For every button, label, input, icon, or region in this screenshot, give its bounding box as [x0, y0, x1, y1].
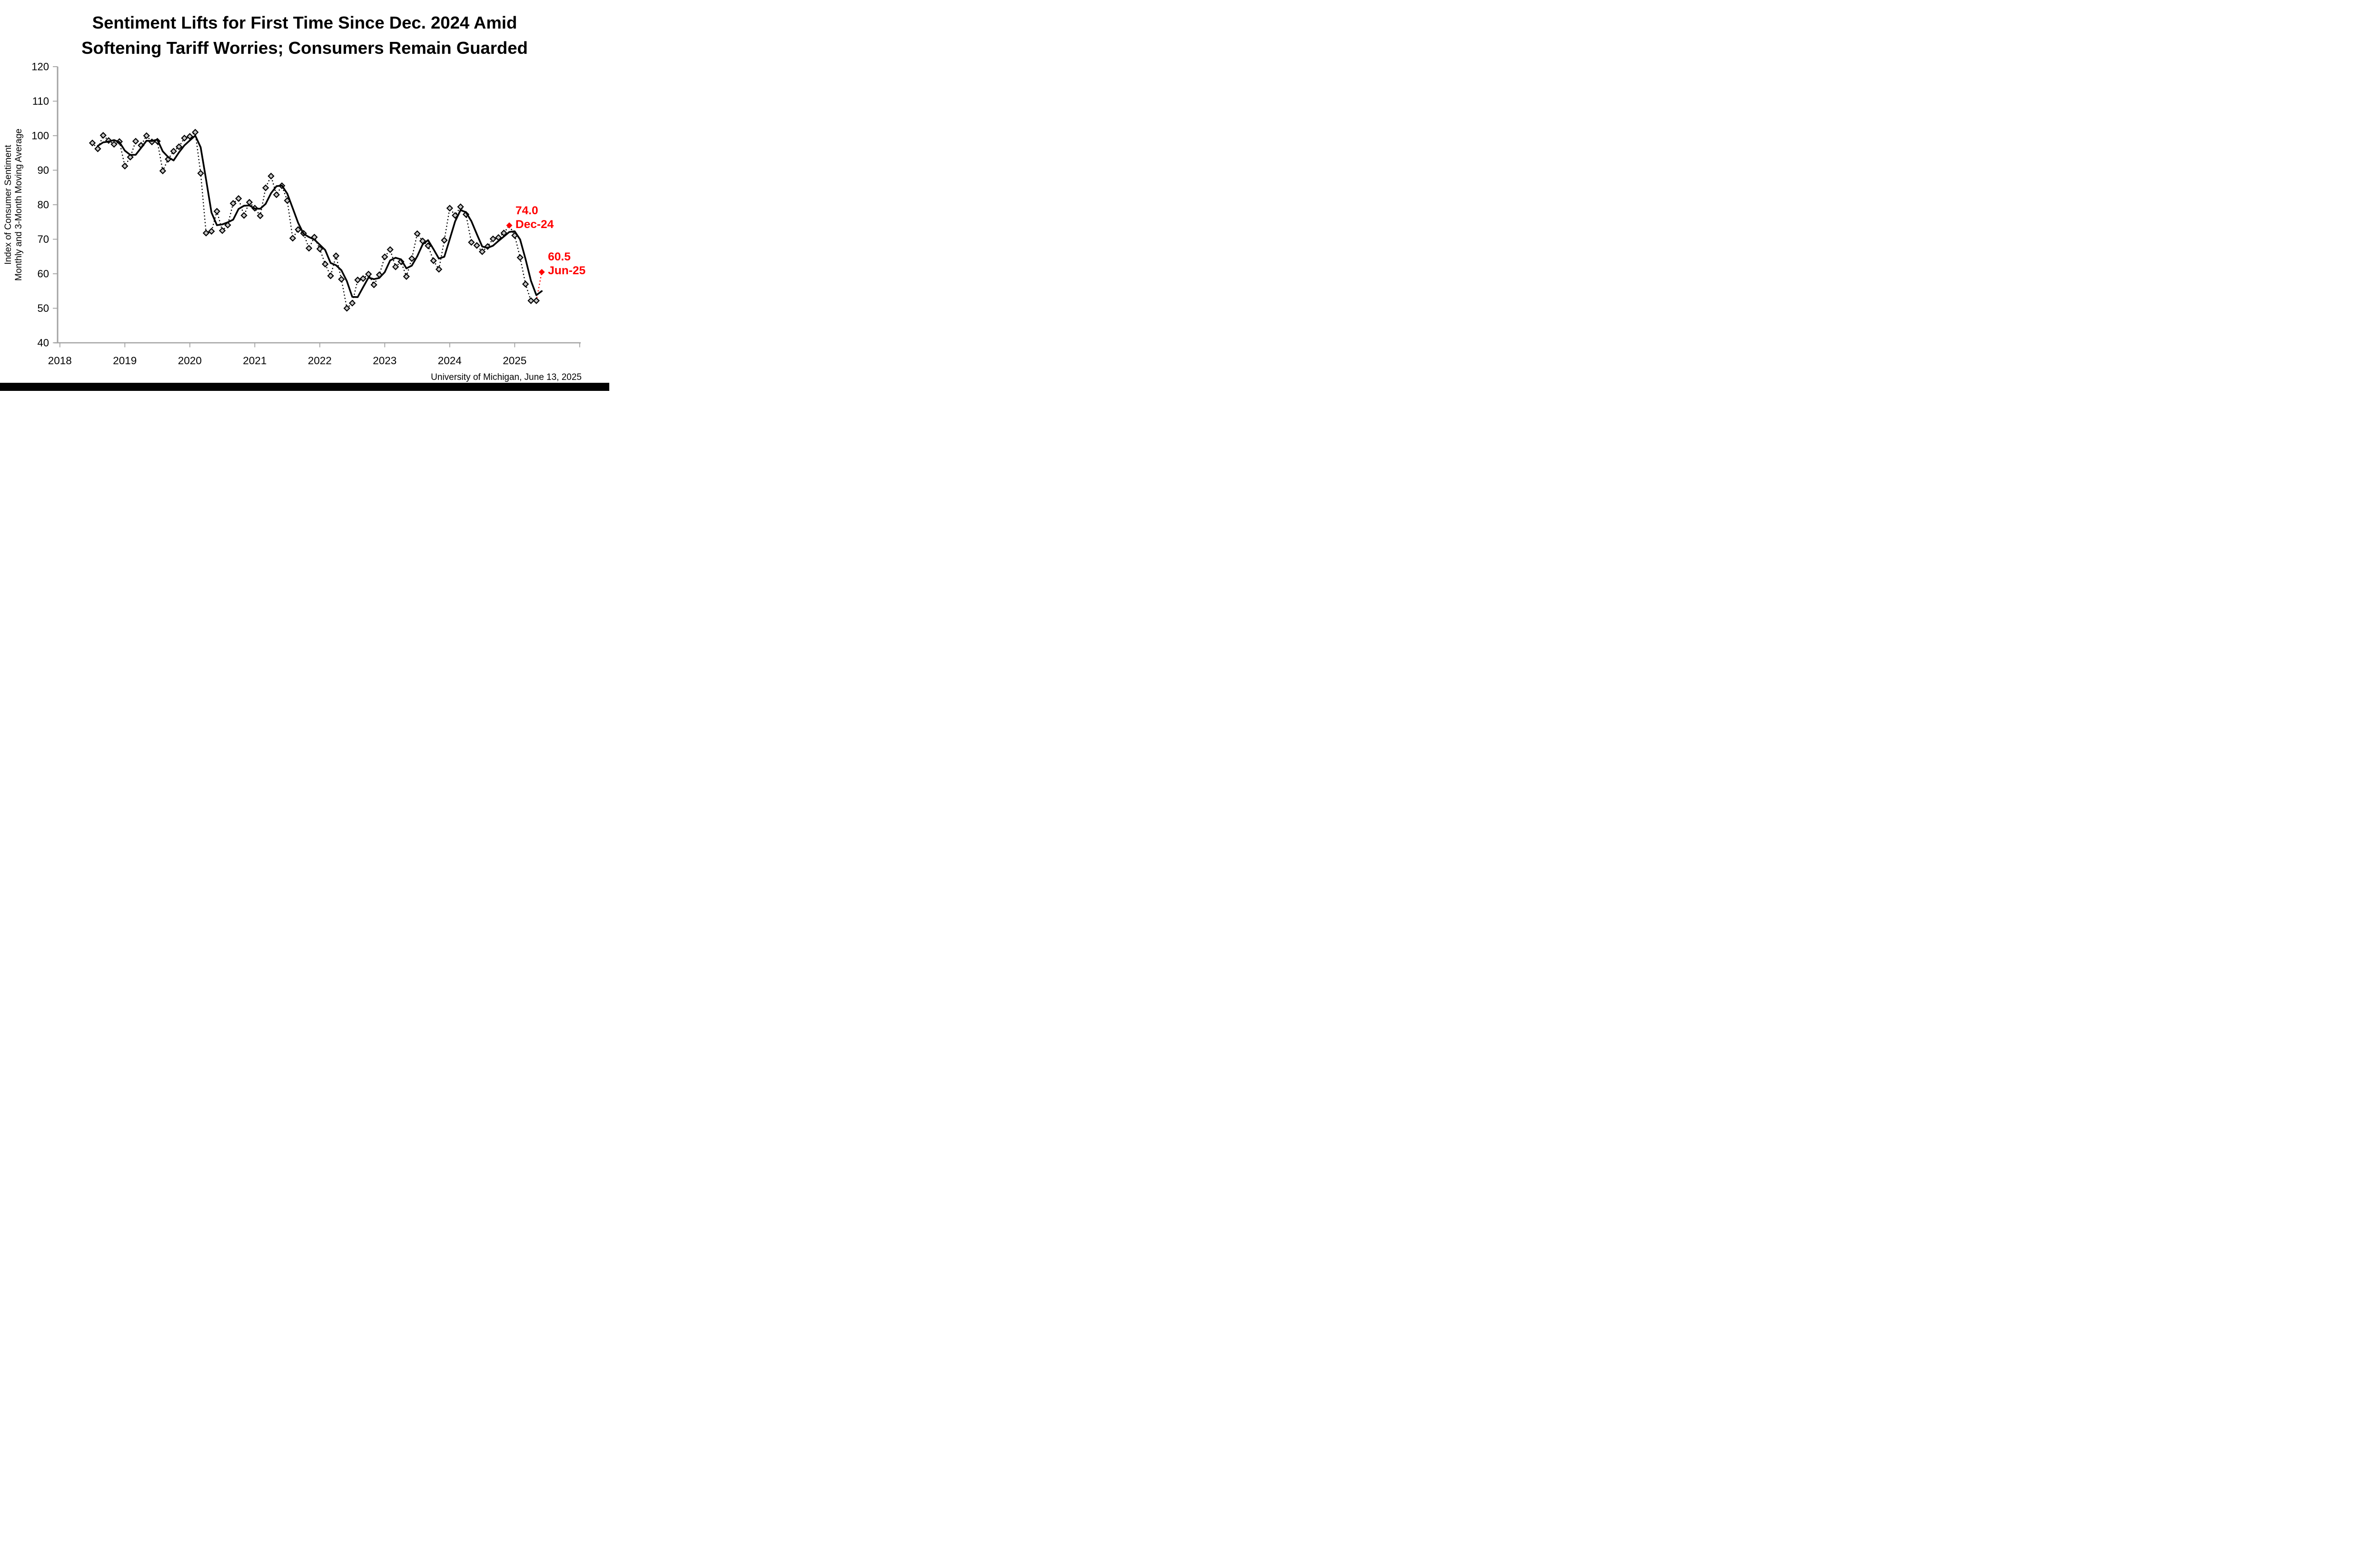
data-point-marker: [127, 153, 134, 161]
data-point-marker: [218, 227, 226, 234]
y-tick-label-80: 80: [38, 199, 49, 211]
data-point-marker: [441, 237, 448, 244]
highlighted-data-point-marker-2024-12: [506, 222, 513, 229]
data-point-marker: [89, 139, 96, 147]
data-point-marker: [99, 132, 107, 139]
data-point-marker: [262, 184, 269, 191]
data-point-marker: [338, 276, 345, 283]
y-tick-label-50: 50: [38, 302, 49, 314]
data-point-marker: [478, 248, 486, 255]
y-tick-label-100: 100: [31, 130, 49, 142]
x-tick-label-2020: 2020: [178, 355, 202, 367]
x-tick-label-2022: 2022: [308, 355, 332, 367]
data-point-marker: [268, 172, 275, 179]
data-point-marker: [143, 132, 150, 139]
y-tick-label-40: 40: [38, 337, 49, 349]
data-point-marker: [257, 212, 264, 219]
data-point-marker: [403, 273, 410, 280]
x-tick-label-2018: 2018: [48, 355, 72, 367]
x-tick-label-2024: 2024: [438, 355, 462, 367]
data-point-marker: [316, 245, 323, 252]
data-point-marker: [132, 138, 139, 145]
data-point-marker: [295, 226, 302, 233]
data-point-marker: [246, 199, 253, 206]
data-point-marker: [327, 272, 334, 279]
data-point-marker: [408, 255, 416, 262]
data-point-marker: [522, 280, 529, 288]
data-point-marker: [202, 229, 210, 237]
data-point-marker: [159, 167, 167, 175]
data-point-marker: [414, 230, 421, 238]
data-point-marker: [289, 235, 297, 242]
annotation-value-label: 60.5: [548, 250, 571, 264]
data-point-marker: [359, 275, 367, 282]
data-point-marker: [175, 143, 183, 150]
chart-plot-area: 40 50 60 70 80 90 100 110 120 2018 2019 2020 2021 202…: [31, 61, 581, 367]
data-point-marker: [186, 133, 193, 140]
y-tick-label-90: 90: [38, 164, 49, 176]
data-point-marker: [208, 228, 215, 235]
data-point-marker: [370, 281, 377, 289]
data-point-marker: [94, 145, 101, 152]
data-point-marker: [533, 297, 540, 304]
annotation-date-label: Jun-25: [548, 264, 586, 278]
data-point-marker: [516, 254, 524, 261]
footer-bar: [0, 383, 609, 391]
x-tick-label-2023: 2023: [373, 355, 397, 367]
data-point-marker: [354, 276, 361, 284]
x-tick-label-2021: 2021: [243, 355, 267, 367]
data-point-marker: [273, 191, 280, 199]
latest-segment-red-dotted-line: [536, 271, 543, 301]
chart-title-line2: Softening Tariff Worries; Consumers Rema…: [81, 38, 528, 58]
data-point-marker: [240, 212, 248, 219]
annotation-Dec-24: 74.0 Dec-24: [516, 204, 554, 231]
data-point-marker: [365, 270, 372, 278]
x-tick-label-2025: 2025: [503, 355, 526, 367]
data-point-marker: [489, 235, 496, 242]
data-point-marker: [473, 242, 480, 249]
data-point-marker: [425, 242, 432, 249]
y-tick-label-110: 110: [32, 95, 49, 107]
data-point-marker: [392, 263, 399, 270]
y-tick-label-60: 60: [38, 268, 49, 280]
chart-slide: Sentiment Lifts for First Time Since Dec…: [0, 0, 609, 391]
y-tick-label-120: 120: [31, 61, 49, 73]
data-point-marker: [121, 162, 129, 169]
data-point-marker: [527, 297, 535, 304]
moving-average-line: [97, 134, 543, 298]
data-point-marker: [381, 253, 388, 260]
data-point-marker: [435, 266, 443, 273]
data-point-marker: [305, 245, 313, 252]
data-point-marker: [348, 299, 356, 307]
y-tick-label-70: 70: [38, 233, 49, 245]
data-point-marker: [229, 199, 237, 207]
data-point-marker: [387, 246, 394, 253]
data-point-marker: [343, 305, 350, 312]
data-point-marker: [235, 195, 242, 202]
annotation-Jun-25: 60.5 Jun-25: [548, 250, 585, 278]
data-point-marker: [332, 252, 340, 259]
monthly-series-dotted-line: [91, 131, 537, 310]
chart-title-line1: Sentiment Lifts for First Time Since Dec…: [92, 13, 517, 32]
data-point-marker: [197, 169, 204, 177]
data-point-marker: [446, 205, 453, 212]
data-point-marker: [170, 148, 177, 155]
data-point-marker: [224, 221, 231, 229]
annotation-value-label: 74.0: [515, 204, 538, 217]
highlighted-data-point-marker-2025-06: [538, 269, 545, 275]
x-tick-label-2019: 2019: [113, 355, 137, 367]
data-point-marker: [468, 239, 475, 246]
source-attribution: University of Michigan, June 13, 2025: [431, 372, 582, 382]
data-point-marker: [110, 140, 118, 148]
data-point-marker: [105, 137, 112, 144]
data-point-marker: [213, 208, 220, 215]
data-point-marker: [430, 257, 437, 264]
data-point-marker: [181, 134, 188, 142]
annotation-date-label: Dec-24: [515, 218, 554, 231]
chart-title: Sentiment Lifts for First Time Since Dec…: [0, 10, 609, 60]
data-point-marker: [322, 260, 329, 268]
